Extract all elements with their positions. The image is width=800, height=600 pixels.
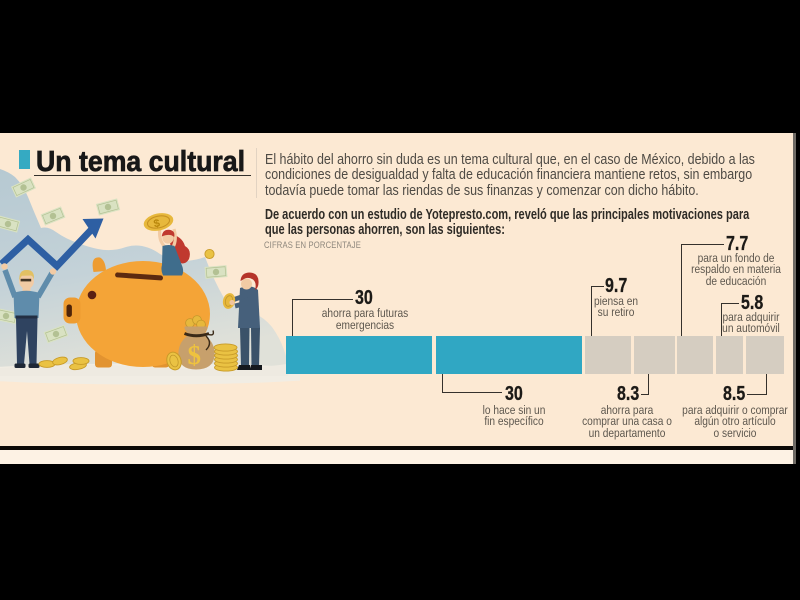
svg-text:$: $ xyxy=(188,340,202,370)
svg-text:$: $ xyxy=(153,217,161,230)
